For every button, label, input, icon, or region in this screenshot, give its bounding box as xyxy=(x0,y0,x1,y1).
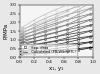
Y-axis label: P/MPa: P/MPa xyxy=(4,23,8,39)
Legend:    Exp. data,    Calculated (PR/WS/NRTL): Exp. data, Calculated (PR/WS/NRTL) xyxy=(21,44,77,56)
X-axis label: x₁, y₁: x₁, y₁ xyxy=(49,66,64,71)
